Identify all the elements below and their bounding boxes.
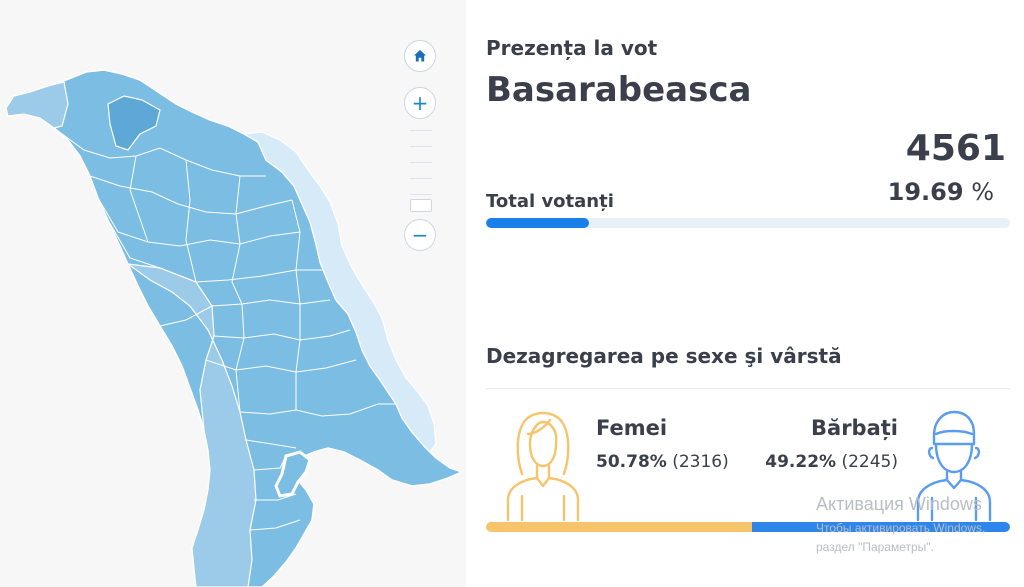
female-stats: 50.78% (2316) xyxy=(596,452,729,472)
home-button[interactable] xyxy=(404,40,436,72)
female-bar-fill xyxy=(486,522,753,532)
female-percent: 50.78% xyxy=(596,452,667,472)
plus-icon: + xyxy=(411,91,429,115)
male-stats: 49.22% (2245) xyxy=(765,452,898,472)
male-percent: 49.22% xyxy=(765,452,837,472)
home-icon xyxy=(414,50,426,62)
male-icon xyxy=(916,410,992,522)
watermark-title: Активация Windows xyxy=(816,494,982,514)
moldova-map[interactable] xyxy=(0,0,466,587)
total-voters-count: 4561 xyxy=(905,128,1006,169)
windows-activation-watermark: Активация Windows Чтобы активировать Win… xyxy=(816,494,1024,554)
total-voters-label: Total votanți xyxy=(486,191,614,212)
map-district-borders xyxy=(53,127,396,531)
female-count: (2316) xyxy=(672,452,729,472)
zoom-slider-track[interactable] xyxy=(410,126,432,220)
info-panel: Prezența la vot Basarabeasca 4561 19.69 … xyxy=(466,0,1024,587)
map-region-north-west[interactable] xyxy=(5,81,69,129)
map-region-basarabeasca[interactable] xyxy=(274,450,312,498)
male-bar-fill xyxy=(752,522,1010,532)
female-label: Femei xyxy=(596,416,668,440)
watermark-line-1: Чтобы активировать Windows, xyxy=(816,521,986,535)
section-divider xyxy=(486,388,1010,389)
turnout-progress-bar xyxy=(486,218,1010,228)
map-region-south[interactable] xyxy=(127,263,257,587)
breakdown-title: Dezagregarea pe sexe şi vârstă xyxy=(486,344,842,368)
map-panel[interactable]: + − xyxy=(0,0,466,587)
total-percent-unit: % xyxy=(971,178,994,206)
zoom-slider-handle[interactable] xyxy=(410,199,432,212)
zoom-in-button[interactable]: + xyxy=(404,87,436,119)
total-voters-percent: 19.69 % xyxy=(888,178,994,206)
female-icon xyxy=(506,411,580,522)
panel-subtitle: Prezența la vot xyxy=(486,36,658,60)
male-label: Bărbați xyxy=(811,416,898,440)
turnout-progress-fill xyxy=(486,218,590,228)
map-region-highlight[interactable] xyxy=(107,95,161,151)
zoom-out-button[interactable]: − xyxy=(404,219,436,251)
watermark-line-2: раздел "Параметры". xyxy=(816,540,934,554)
map-region-transnistria[interactable] xyxy=(242,131,437,453)
total-percent-value: 19.69 xyxy=(887,178,964,206)
region-name: Basarabeasca xyxy=(486,70,752,110)
gender-split-bar xyxy=(486,522,1010,532)
minus-icon: − xyxy=(411,223,429,247)
male-count: (2245) xyxy=(841,452,898,472)
